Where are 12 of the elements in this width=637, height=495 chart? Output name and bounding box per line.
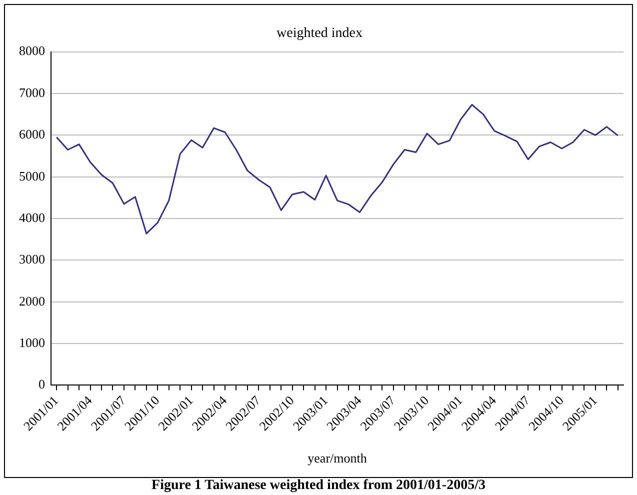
y-tick-label: 0	[38, 376, 45, 392]
y-tick-label: 5000	[19, 168, 45, 184]
chart-title: weighted index	[276, 26, 362, 42]
y-tick-label: 4000	[19, 210, 45, 225]
y-tick-label: 8000	[19, 43, 45, 58]
caption: Figure 1 Taiwanese weighted index from 2001/01-2005/3	[150, 478, 486, 494]
y-tick-label: 6000	[19, 126, 45, 142]
y-tick-label: 1000	[19, 334, 45, 350]
x-axis-title: year/month	[308, 450, 368, 466]
y-tick-label: 2000	[19, 293, 45, 308]
y-tick-label: 7000	[19, 84, 45, 100]
y-tick-label: 3000	[19, 252, 45, 267]
